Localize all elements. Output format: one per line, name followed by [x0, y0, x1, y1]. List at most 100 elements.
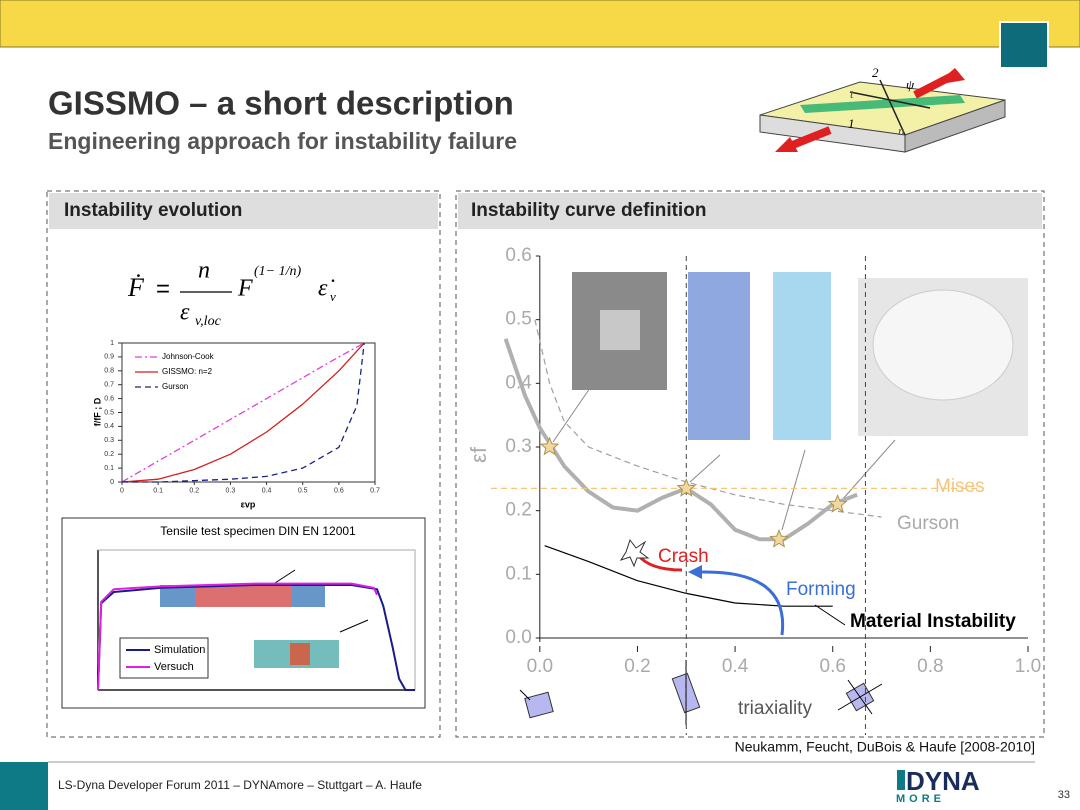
y-tick-label: 0.6 — [505, 245, 531, 266]
y-tick-label: 0.0 — [505, 627, 531, 648]
x-tick-label: 0.7 — [370, 487, 380, 494]
y-tick-label: 0.9 — [104, 354, 114, 361]
citation: Neukamm, Feucht, DuBois & Haufe [2008-20… — [735, 739, 1035, 755]
plate-diagram — [759, 68, 1006, 153]
left-panel-header — [49, 193, 438, 229]
formula-part: v,loc — [195, 314, 222, 329]
series-label: Mises — [935, 476, 985, 497]
x-tick-label: 0.6 — [820, 656, 846, 677]
y-axis-label: εf — [466, 446, 491, 463]
right-panel-header — [458, 193, 1042, 229]
footer-square — [0, 762, 48, 810]
x-tick-label: 0 — [120, 487, 124, 494]
legend-box — [119, 637, 209, 679]
y-tick-label: 0.3 — [505, 436, 531, 457]
formula-part: Ḟ — [127, 273, 145, 302]
x-tick-label: 1.0 — [1015, 656, 1041, 677]
specimen-image — [160, 585, 195, 607]
y-tick-label: 0 — [110, 479, 114, 486]
diagram-label: 1 — [848, 116, 855, 131]
arrow-head — [688, 565, 702, 579]
left-panel — [46, 190, 441, 738]
y-tick-label: 0.7 — [104, 382, 114, 389]
formula-part: v — [330, 289, 336, 304]
x-tick-label: 0.6 — [334, 487, 344, 494]
subtitle: Engineering approach for instability fai… — [48, 128, 517, 154]
series-label: Material Instability — [850, 611, 1016, 632]
legend-label: Simulation — [154, 644, 205, 656]
logo: DYNA — [906, 766, 980, 796]
y-tick-label: 0.5 — [505, 309, 531, 330]
photo-connector — [552, 387, 896, 531]
formula-part: = — [156, 275, 170, 302]
panel-title: Instability curve definition — [471, 200, 706, 221]
photo — [600, 310, 640, 350]
forming-arrow — [699, 570, 785, 636]
y-tick-label: 0.8 — [104, 368, 114, 375]
y-tick-label: 0.4 — [104, 423, 114, 430]
marker-star — [827, 493, 848, 513]
crash-star — [619, 538, 650, 568]
x-axis-label: triaxiality — [738, 698, 812, 719]
top-bar — [0, 0, 1080, 48]
x-tick-label: 0.4 — [722, 656, 749, 677]
formula-part: (1− 1/n) — [254, 264, 301, 279]
photo — [872, 289, 1014, 401]
plot-frame — [121, 342, 376, 483]
label-pointer — [814, 604, 846, 626]
pointer — [274, 569, 296, 584]
x-tick-label: 0.2 — [624, 656, 650, 677]
series-label: Gurson — [897, 513, 959, 534]
x-tick-label: 0.5 — [298, 487, 308, 494]
series-line — [121, 342, 365, 483]
diagram-label: n — [898, 123, 905, 138]
legend-label: GISSMO: n=2 — [162, 367, 213, 376]
y-tick-label: 0.6 — [104, 395, 114, 402]
diagram-label: ψ — [906, 77, 915, 92]
panel-title: Instability evolution — [64, 200, 242, 221]
x-tick-label: 0.4 — [262, 487, 272, 494]
formula-part: n — [198, 258, 210, 284]
pointer — [339, 619, 369, 633]
y-axis-label: f/fF ; D — [92, 397, 102, 426]
logo: MORE — [896, 793, 945, 805]
y-tick-label: 0.1 — [505, 563, 531, 584]
legend-label: Gurson — [162, 382, 188, 391]
annotation: Crash — [658, 546, 709, 567]
marker-star — [769, 528, 789, 548]
series-line — [121, 342, 365, 483]
specimen-image — [160, 585, 325, 607]
y-tick-label: 1 — [110, 340, 114, 347]
x-axis-label: εvp — [241, 499, 256, 509]
y-tick-label: 0.2 — [505, 500, 531, 521]
x-tick-label: 0.8 — [917, 656, 943, 677]
series-line — [97, 584, 415, 691]
x-tick-label: 0.2 — [189, 487, 199, 494]
page-number: 33 — [1058, 789, 1070, 801]
annotation: Forming — [786, 579, 856, 600]
x-tick-label: 0.3 — [226, 487, 236, 494]
legend-label: Johnson-Cook — [162, 352, 215, 361]
chart-title: Tensile test specimen DIN EN 12001 — [160, 524, 356, 538]
y-tick-label: 0.2 — [104, 451, 114, 458]
plot-frame — [97, 549, 416, 691]
marker-star — [539, 436, 560, 456]
diagram-label: 2 — [872, 65, 879, 80]
tensile-box — [61, 517, 426, 709]
y-tick-label: 0.3 — [104, 437, 114, 444]
specimen-image — [292, 585, 325, 607]
logo-mark — [897, 770, 905, 790]
photo — [773, 272, 831, 440]
y-tick-label: 0.5 — [104, 409, 114, 416]
diagram-label: t — [850, 86, 854, 101]
formula-part: ε — [180, 300, 190, 326]
series-line — [122, 342, 365, 483]
y-tick-label: 0.1 — [104, 465, 114, 472]
formula-part: F — [237, 276, 253, 302]
legend-label: Versuch — [154, 661, 194, 673]
footer-text: LS-Dyna Developer Forum 2011 – DYNAmore … — [58, 778, 422, 792]
series-line — [97, 582, 378, 691]
series-line — [534, 319, 882, 518]
photo — [688, 272, 750, 440]
